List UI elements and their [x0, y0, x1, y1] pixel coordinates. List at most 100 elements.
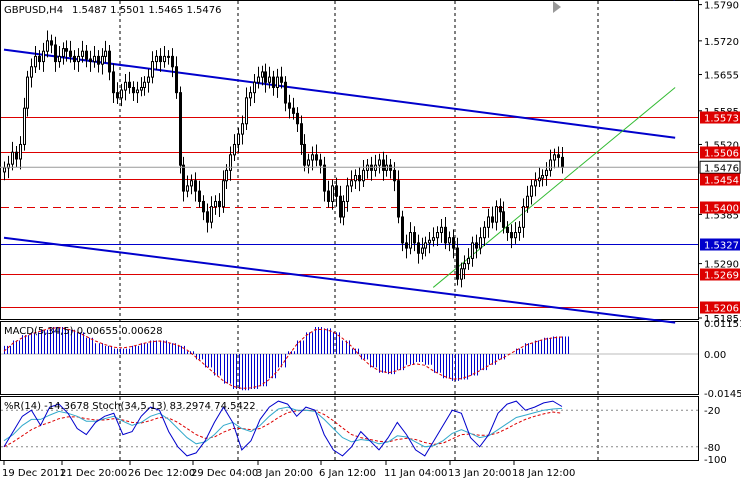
trendline[interactable]	[3, 236, 676, 324]
candle	[143, 76, 146, 96]
candle	[397, 170, 400, 224]
candle	[432, 227, 435, 247]
candle-body	[241, 123, 244, 135]
candle-body	[358, 175, 361, 182]
stoch-panel-frame	[0, 396, 699, 461]
candle-body	[245, 97, 248, 125]
candle-body	[81, 50, 84, 57]
candle-body	[89, 58, 92, 63]
time-tick-label: 3 Jan 20:00	[256, 468, 313, 479]
candle	[186, 175, 189, 198]
candle-body	[526, 195, 529, 208]
scroll-marker-icon[interactable]	[553, 1, 561, 13]
candle	[163, 46, 166, 68]
candle-body	[424, 242, 427, 249]
candle-body	[19, 143, 22, 160]
macd-title: MACD(5,34,5) 0.00655 0.00628	[4, 326, 163, 337]
candle-body	[456, 247, 459, 280]
candle	[561, 147, 564, 174]
candle-body	[167, 55, 170, 58]
candle-body	[46, 40, 49, 52]
candle-body	[284, 81, 287, 104]
candle-body	[249, 92, 252, 99]
candle-body	[237, 133, 240, 145]
candle	[222, 170, 225, 213]
candle	[463, 255, 466, 280]
candle-body	[54, 44, 57, 63]
candle	[315, 144, 318, 167]
candle	[284, 76, 287, 112]
candle	[303, 134, 306, 172]
candle-body	[475, 242, 478, 249]
candle-body	[136, 89, 139, 94]
candle	[549, 149, 552, 177]
candle	[413, 226, 416, 252]
candle	[190, 174, 193, 195]
candle-body	[448, 237, 451, 244]
candle-body	[69, 50, 72, 57]
candle-body	[233, 143, 236, 156]
candle	[534, 172, 537, 197]
candle	[26, 70, 29, 117]
candle	[456, 237, 459, 286]
candle-body	[34, 55, 37, 68]
candle	[81, 40, 84, 63]
candle-body	[50, 40, 53, 46]
candle-body	[155, 55, 158, 63]
stoch-tick-label: -100	[704, 455, 727, 466]
candle-body	[545, 169, 548, 177]
candle-body	[362, 169, 365, 182]
trendline[interactable]	[3, 48, 676, 139]
candle	[506, 221, 509, 241]
candle-body	[124, 81, 127, 91]
candle	[545, 162, 548, 186]
candle-body	[268, 76, 271, 83]
candle-body	[229, 154, 232, 171]
period-separators	[119, 1, 599, 460]
candle	[346, 177, 349, 212]
candle-body	[300, 123, 303, 145]
candle-body	[253, 81, 256, 94]
candle-body	[93, 55, 96, 63]
candle-body	[440, 226, 443, 234]
macd-tick-label: -0.01451	[704, 389, 741, 400]
candle-body	[186, 185, 189, 192]
candle	[436, 226, 439, 246]
candle	[261, 65, 264, 86]
candle-body	[198, 190, 201, 202]
candle-body	[553, 154, 556, 161]
candle	[257, 66, 260, 89]
candle	[104, 40, 107, 63]
price-level-value: 1.5506	[704, 149, 739, 160]
candle	[155, 50, 158, 70]
candle	[393, 162, 396, 192]
candle	[202, 195, 205, 221]
candle	[3, 161, 6, 181]
candle	[85, 44, 88, 68]
candle	[15, 146, 18, 168]
candle-body	[280, 76, 283, 83]
candle-body	[421, 247, 424, 254]
candle	[479, 227, 482, 255]
candle	[233, 134, 236, 162]
candle-body	[483, 226, 486, 239]
candle	[487, 208, 490, 238]
candle	[50, 34, 53, 54]
candle-body	[463, 263, 466, 270]
candle	[210, 196, 213, 229]
candle-body	[374, 164, 377, 171]
candle-body	[65, 48, 68, 52]
candle	[69, 40, 72, 63]
candle	[206, 203, 209, 233]
candle-body	[413, 232, 416, 244]
candle	[11, 141, 14, 171]
candle-body	[7, 163, 10, 169]
candle	[358, 167, 361, 192]
candle	[128, 71, 131, 94]
candle	[23, 97, 26, 151]
candle	[225, 164, 228, 190]
candle	[120, 83, 123, 107]
candle-body	[561, 156, 564, 168]
price-level-tag	[700, 173, 740, 186]
